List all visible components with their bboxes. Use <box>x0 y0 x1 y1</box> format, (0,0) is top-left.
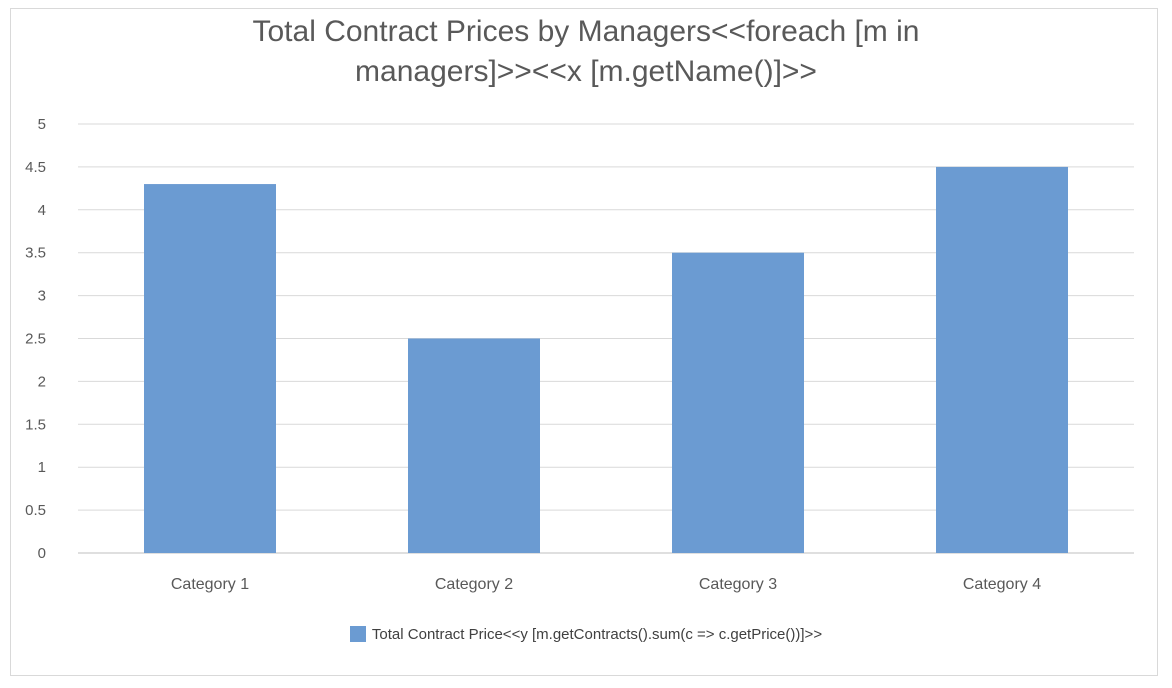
bar <box>672 252 804 553</box>
y-tick-label: 3 <box>38 288 46 305</box>
y-tick-label: 4.5 <box>25 159 46 176</box>
x-category-label: Category 3 <box>699 576 777 593</box>
legend-swatch <box>349 626 366 642</box>
bar <box>408 338 540 553</box>
y-tick-label: 2 <box>38 373 46 390</box>
legend-label: Total Contract Price<<y [m.getContracts(… <box>371 626 823 643</box>
x-category-label: Category 4 <box>963 576 1041 593</box>
y-tick-label: 1 <box>38 459 46 476</box>
y-tick-label: 0 <box>38 545 46 562</box>
y-tick-label: 1.5 <box>25 416 46 433</box>
bar <box>144 184 276 553</box>
y-tick-label: 4 <box>38 202 46 219</box>
chart-title: Total Contract Prices by Managers<<forea… <box>0 12 1172 92</box>
bar <box>936 166 1068 553</box>
y-tick-label: 5 <box>38 116 46 133</box>
y-tick-label: 3.5 <box>25 245 46 262</box>
y-tick-label: 2.5 <box>25 331 46 348</box>
chart-legend: Total Contract Price<<y [m.getContracts(… <box>0 626 1172 643</box>
chart-title-line-2: managers]>><<x [m.getName()]>> <box>355 55 817 88</box>
y-tick-label: 0.5 <box>25 502 46 519</box>
x-category-label: Category 2 <box>435 576 513 593</box>
chart-title-line-1: Total Contract Prices by Managers<<forea… <box>252 15 920 48</box>
x-category-label: Category 1 <box>171 576 249 593</box>
